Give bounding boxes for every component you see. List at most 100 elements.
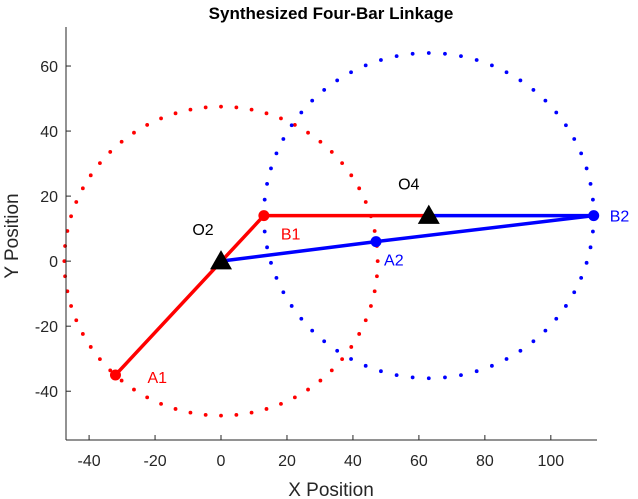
input-circle-dot <box>74 200 79 204</box>
input-circle-dot <box>234 105 239 110</box>
input-circle-dot <box>159 116 163 121</box>
output-circle-dot <box>426 376 431 381</box>
chart-title: Synthesized Four-Bar Linkage <box>209 4 454 23</box>
joint-a1-marker <box>109 369 121 381</box>
input-circle-dot <box>249 410 254 415</box>
output-circle-dot <box>426 51 431 55</box>
output-circle-dot <box>363 63 368 68</box>
input-circle-dot <box>349 345 354 349</box>
input-circle-dot <box>80 186 85 191</box>
y-tick-label: 40 <box>40 124 58 141</box>
joint-b2-marker <box>588 210 600 222</box>
output-circle-dot <box>459 373 463 377</box>
output-circle-dot <box>459 54 463 59</box>
output-circle-dot <box>310 98 315 103</box>
output-circle-dot <box>554 110 559 115</box>
output-circle-dot <box>543 98 548 103</box>
input-circle-dot <box>159 401 163 406</box>
input-circle-dot <box>340 161 345 166</box>
output-circle-dot <box>554 316 559 321</box>
output-circle-dot <box>584 166 589 171</box>
input-circle-dot <box>69 214 73 219</box>
output-circle-dot <box>531 88 536 92</box>
output-circle <box>261 51 596 381</box>
output-circle-dot <box>588 245 593 250</box>
input-circle-dot <box>145 395 150 400</box>
output-circle-dot <box>394 54 399 59</box>
input-circle-dot <box>357 332 362 336</box>
joint-b1-marker <box>258 210 270 222</box>
output-circle-dot <box>335 348 340 353</box>
input-circle <box>62 104 380 418</box>
output-circle-dot <box>591 197 595 202</box>
input-circle-dot <box>279 116 283 121</box>
output-circle-dot <box>410 375 415 380</box>
input-circle-dot <box>173 407 178 411</box>
pivot-o4-marker <box>417 204 440 224</box>
x-tick-label: 80 <box>476 453 494 470</box>
input-circle-dot <box>349 173 354 178</box>
link-blue-coupler <box>219 239 378 263</box>
x-axis-label: X Position <box>288 480 374 499</box>
output-circle-dot <box>490 63 494 68</box>
joint-a1-label: A1 <box>147 370 167 387</box>
input-circle-dot <box>88 345 93 349</box>
output-circle-dot <box>584 260 589 265</box>
output-circle-dot <box>579 151 584 156</box>
plot-area: O2 O4 A1 B1 A2 B2 <box>62 51 629 418</box>
y-tick-label: -40 <box>35 384 58 401</box>
pivot-o2-label: O2 <box>192 222 213 239</box>
input-circle-dot <box>188 410 193 415</box>
output-circle-dot <box>443 375 447 380</box>
input-circle-dot <box>363 318 368 323</box>
joint-a2-marker <box>370 236 382 248</box>
output-circle-dot <box>322 339 327 344</box>
input-circle-dot <box>264 407 269 411</box>
output-circle-dot <box>289 304 294 308</box>
output-circle-dot <box>265 181 269 186</box>
y-tick-label: 0 <box>49 254 58 271</box>
axes: -40 -20 0 20 40 60 80 100 -40 -20 0 20 40 60 <box>35 27 597 470</box>
input-circle-dot <box>62 259 67 264</box>
output-circle-dot <box>379 369 383 374</box>
input-circle-dot <box>98 161 102 166</box>
input-circle-dot <box>119 139 124 144</box>
output-circle-dot <box>322 88 327 92</box>
output-circle-dot <box>588 181 593 186</box>
x-tick-label: 20 <box>278 453 296 470</box>
output-circle-dot <box>289 123 294 128</box>
input-circle-dot <box>329 150 334 154</box>
output-circle-dot <box>579 275 584 280</box>
output-circle-dot <box>394 373 399 377</box>
output-circle-dot <box>281 290 286 295</box>
input-circle-dot <box>306 130 310 135</box>
input-circle-dot <box>119 378 124 383</box>
output-circle-dot <box>262 197 267 202</box>
input-circle-dot <box>363 200 368 204</box>
input-circle-dot <box>292 123 297 127</box>
output-circle-dot <box>443 51 447 56</box>
output-circle-dot <box>490 363 494 368</box>
input-circle-dot <box>203 105 208 110</box>
link-red-crank <box>113 213 266 377</box>
output-circle-dot <box>564 304 568 308</box>
output-circle-dot <box>349 70 353 75</box>
output-circle-dot <box>518 348 523 353</box>
input-circle-dot <box>98 357 102 362</box>
x-tick-label: 40 <box>344 453 362 470</box>
input-circle-dot <box>108 150 113 154</box>
input-circle-dot <box>188 107 193 112</box>
input-circle-dot <box>80 332 85 336</box>
input-circle-dot <box>69 304 73 308</box>
y-axis-label: Y Position <box>2 193 23 278</box>
input-circle-dot <box>203 412 208 417</box>
input-circle-dot <box>74 318 79 323</box>
output-circle-dot <box>518 78 523 83</box>
output-circle-dot <box>310 328 315 333</box>
output-circle-dot <box>474 369 479 374</box>
input-circle-dot <box>264 111 269 116</box>
input-circle-dot <box>329 368 334 373</box>
output-circle-dot <box>591 229 595 234</box>
input-circle-dot <box>318 378 323 383</box>
